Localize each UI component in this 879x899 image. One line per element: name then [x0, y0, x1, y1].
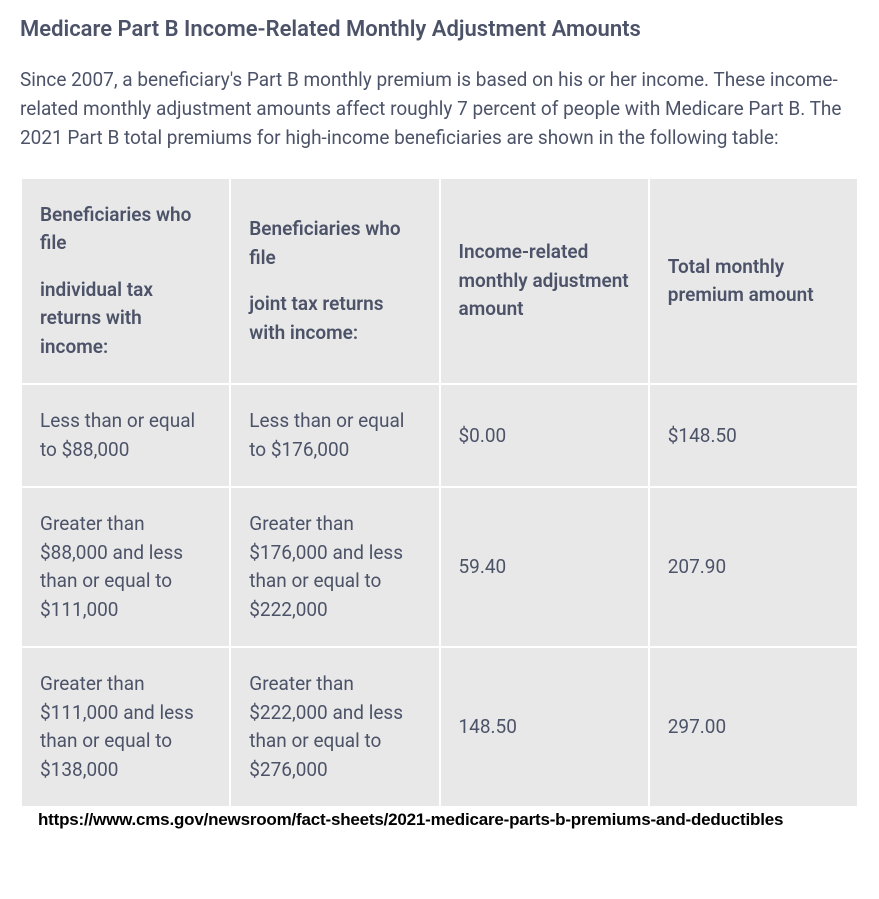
cell-individual: Greater than $111,000 and less than or e… [22, 648, 229, 806]
column-header-line1: Total monthly premium amount [668, 255, 814, 307]
cell-total: 207.90 [650, 488, 857, 646]
cell-individual: Greater than $88,000 and less than or eq… [22, 488, 229, 646]
cell-individual: Less than or equal to $88,000 [22, 385, 229, 486]
cell-joint: Less than or equal to $176,000 [231, 385, 438, 486]
column-header-line1: Income-related monthly adjustment amount [459, 240, 629, 320]
column-header-joint: Beneficiaries who file joint tax returns… [231, 179, 438, 384]
column-header-total: Total monthly premium amount [650, 179, 857, 384]
cell-adjustment: $0.00 [441, 385, 648, 486]
table-row: Greater than $88,000 and less than or eq… [22, 488, 857, 646]
column-header-line2: individual tax returns with income: [40, 276, 211, 362]
cell-total: 297.00 [650, 648, 857, 806]
table-row: Greater than $111,000 and less than or e… [22, 648, 857, 806]
column-header-line2: joint tax returns with income: [249, 290, 420, 347]
table-header-row: Beneficiaries who file individual tax re… [22, 179, 857, 384]
column-header-adjustment: Income-related monthly adjustment amount [441, 179, 648, 384]
column-header-line1: Beneficiaries who file [249, 217, 400, 269]
cell-adjustment: 59.40 [441, 488, 648, 646]
source-url: https://www.cms.gov/newsroom/fact-sheets… [20, 808, 859, 830]
cell-joint: Greater than $222,000 and less than or e… [231, 648, 438, 806]
cell-joint: Greater than $176,000 and less than or e… [231, 488, 438, 646]
table-row: Less than or equal to $88,000 Less than … [22, 385, 857, 486]
page-title: Medicare Part B Income-Related Monthly A… [20, 16, 859, 45]
column-header-line1: Beneficiaries who file [40, 203, 191, 255]
cell-total: $148.50 [650, 385, 857, 486]
premium-table: Beneficiaries who file individual tax re… [20, 177, 859, 809]
column-header-individual: Beneficiaries who file individual tax re… [22, 179, 229, 384]
cell-adjustment: 148.50 [441, 648, 648, 806]
intro-paragraph: Since 2007, a beneficiary's Part B month… [20, 65, 859, 153]
